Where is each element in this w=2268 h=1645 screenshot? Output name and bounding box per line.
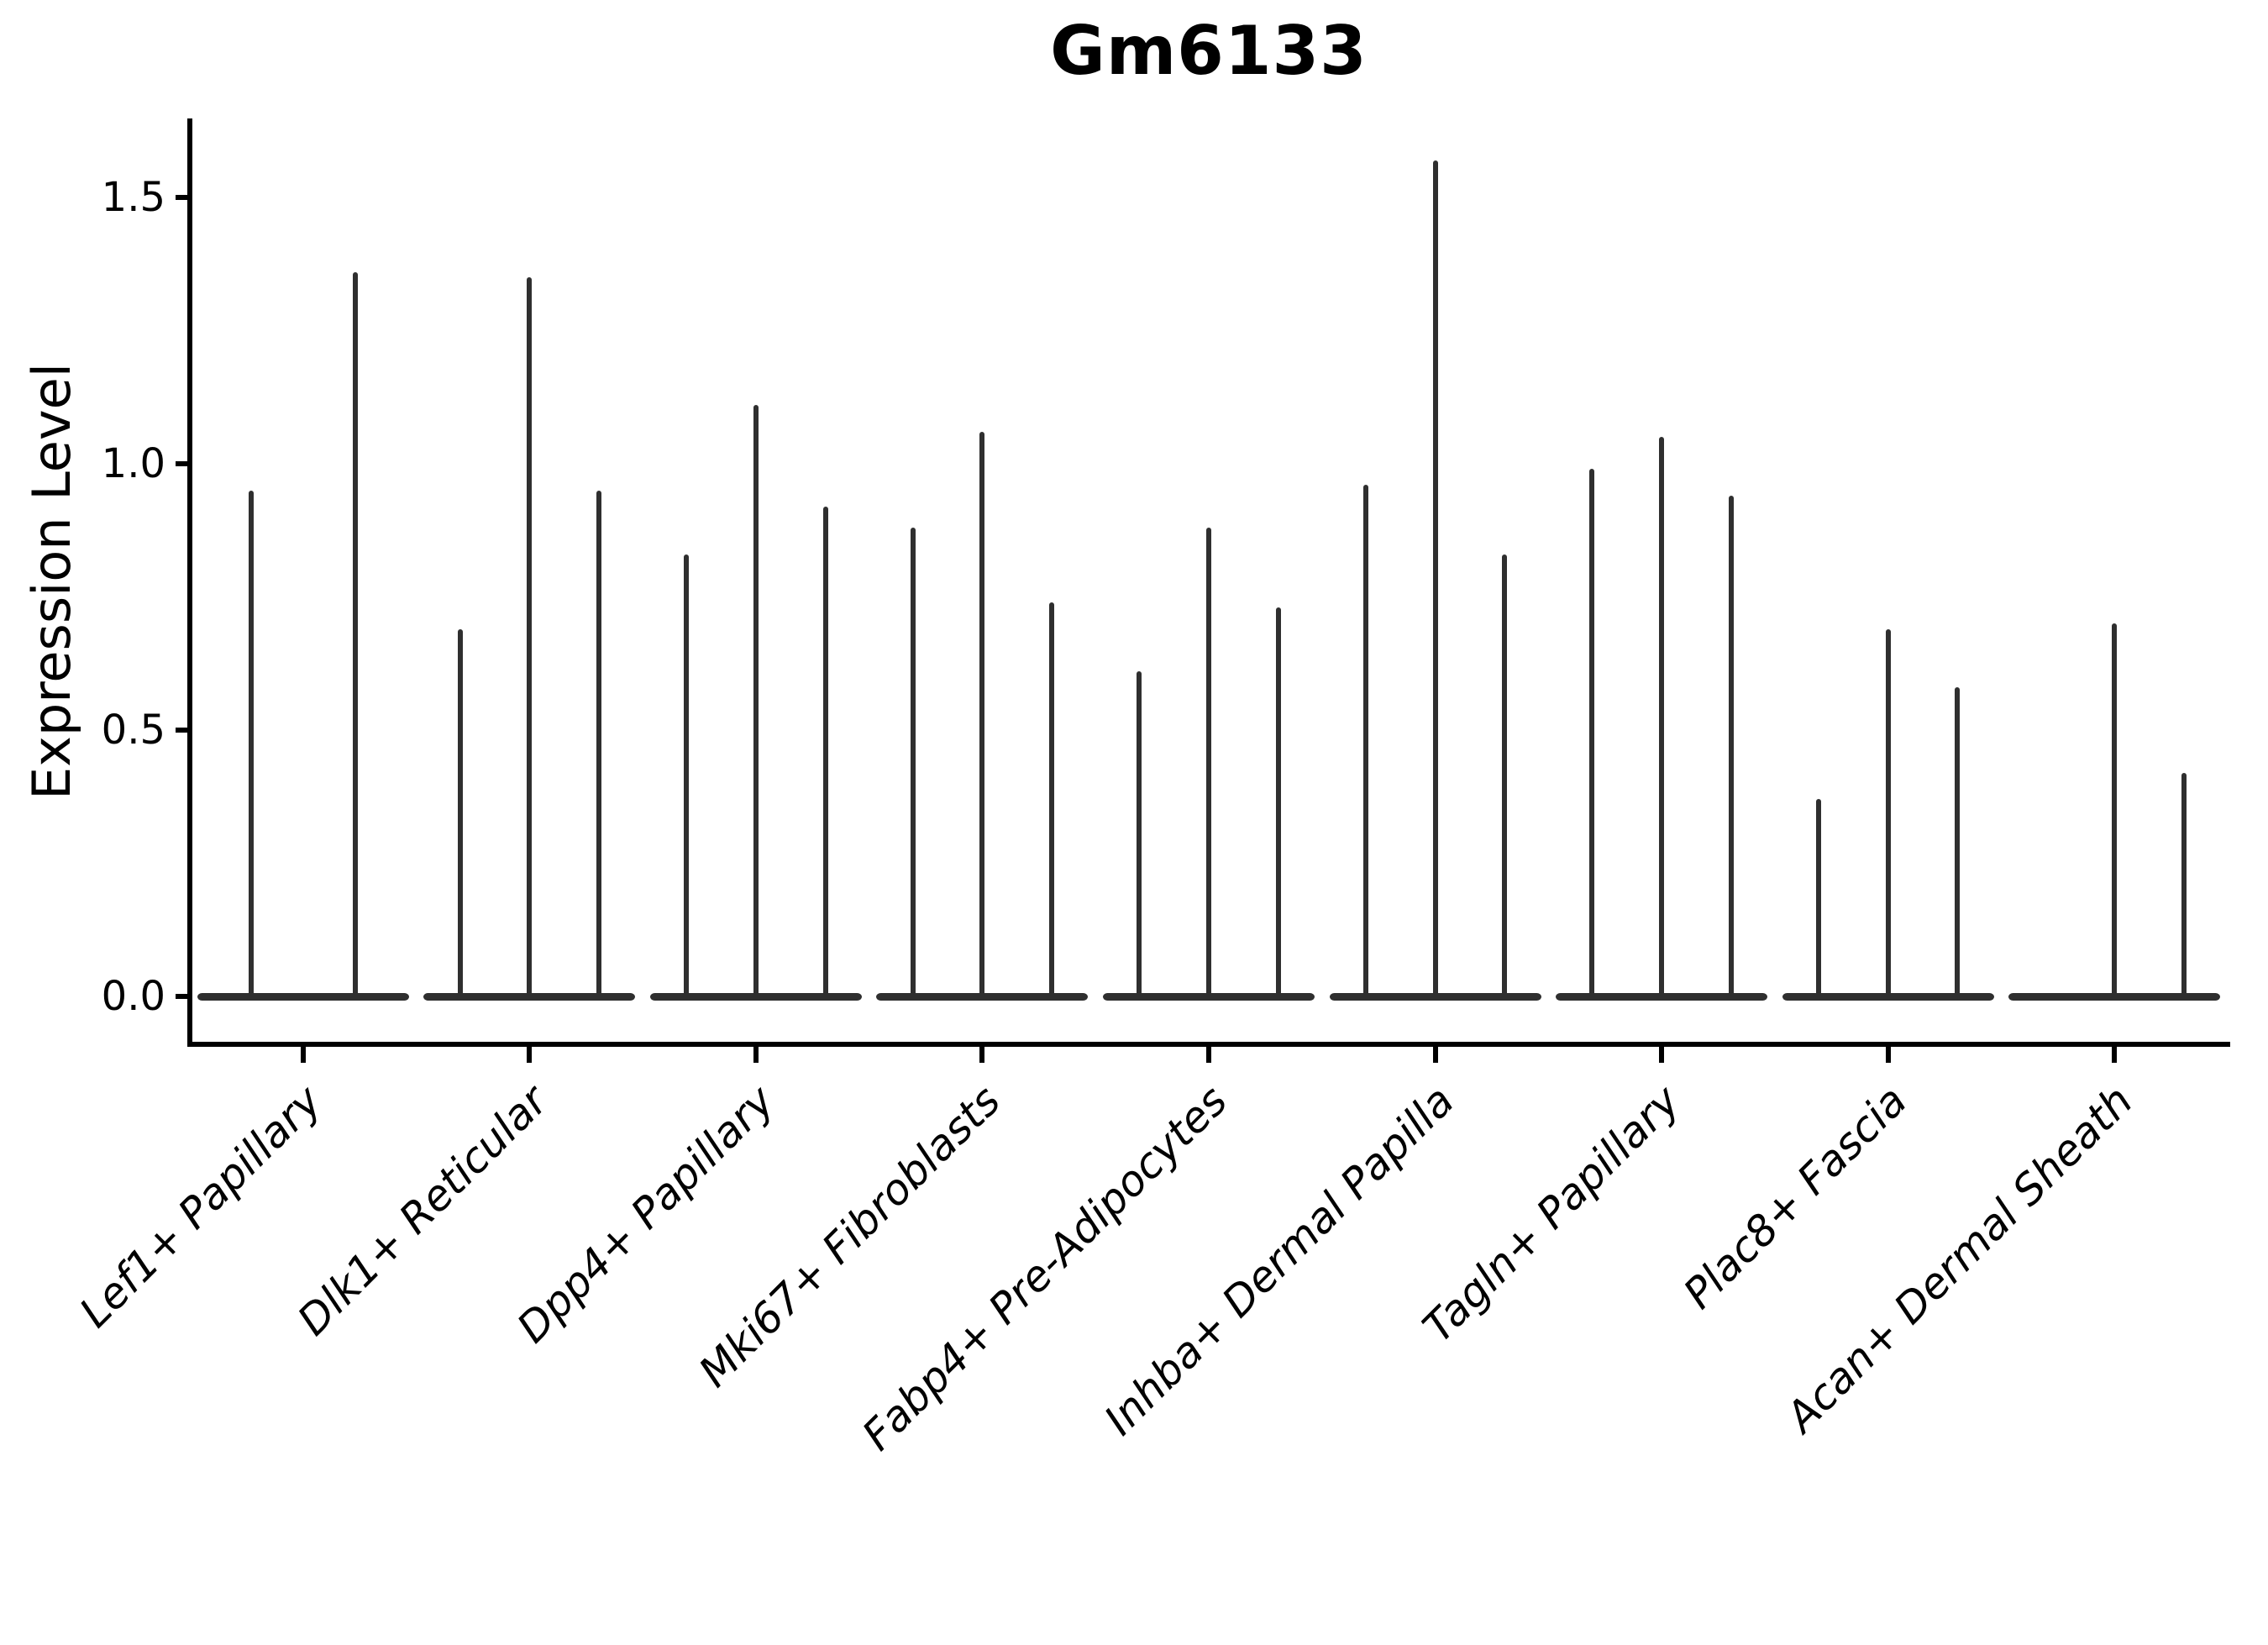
y-tick-label: 0.5 [101, 707, 165, 754]
violin-spike [1502, 554, 1508, 1001]
x-tick-mark [1885, 1047, 1891, 1063]
x-tick-mark [1659, 1047, 1665, 1063]
violin-spike [910, 528, 916, 1001]
violin-spike [1728, 496, 1734, 1001]
x-tick-mark [300, 1047, 306, 1063]
y-axis-spine [187, 118, 192, 1047]
violin-spike [1275, 607, 1281, 1001]
x-tick-mark [979, 1047, 985, 1063]
violin-spike [596, 490, 601, 1001]
violin-spike [1049, 602, 1055, 1001]
x-tick-mark [527, 1047, 533, 1063]
violin-spike [1659, 437, 1665, 1001]
violin-spike [2181, 772, 2187, 1001]
violin-spike [2112, 623, 2118, 1001]
y-tick-mark [176, 728, 188, 733]
violin-spike [352, 271, 358, 1001]
violin-spike [1816, 799, 1821, 1001]
y-axis-label: Expression Level [21, 363, 82, 800]
violin-spike [822, 506, 828, 1001]
violin-baseline [197, 993, 409, 1001]
violin-spike [248, 490, 254, 1001]
violin-spike [753, 405, 759, 1001]
y-tick-label: 0.0 [101, 973, 165, 1020]
y-tick-label: 1.5 [101, 174, 165, 221]
x-axis-spine [187, 1042, 2230, 1047]
y-tick-mark [176, 994, 188, 999]
violin-spike [1885, 628, 1891, 1001]
x-tick-mark [1206, 1047, 1211, 1063]
y-tick-mark [176, 461, 188, 466]
chart-title: Gm6133 [1050, 12, 1368, 90]
violin-spike [527, 277, 533, 1001]
violin-spike [1955, 687, 1961, 1001]
y-tick-label: 1.0 [101, 440, 165, 487]
violin-spike [684, 554, 690, 1001]
violin-spike [1137, 671, 1142, 1001]
violin-spike [457, 628, 463, 1001]
x-tick-mark [753, 1047, 759, 1063]
violin-spike [1432, 160, 1438, 1001]
violin-spike [1589, 469, 1595, 1001]
x-tick-mark [1432, 1047, 1438, 1063]
violin-spike [1362, 485, 1368, 1001]
x-tick-mark [2112, 1047, 2118, 1063]
y-tick-mark [176, 195, 188, 200]
violin-spike [1206, 528, 1211, 1001]
violin-spike [979, 431, 985, 1001]
